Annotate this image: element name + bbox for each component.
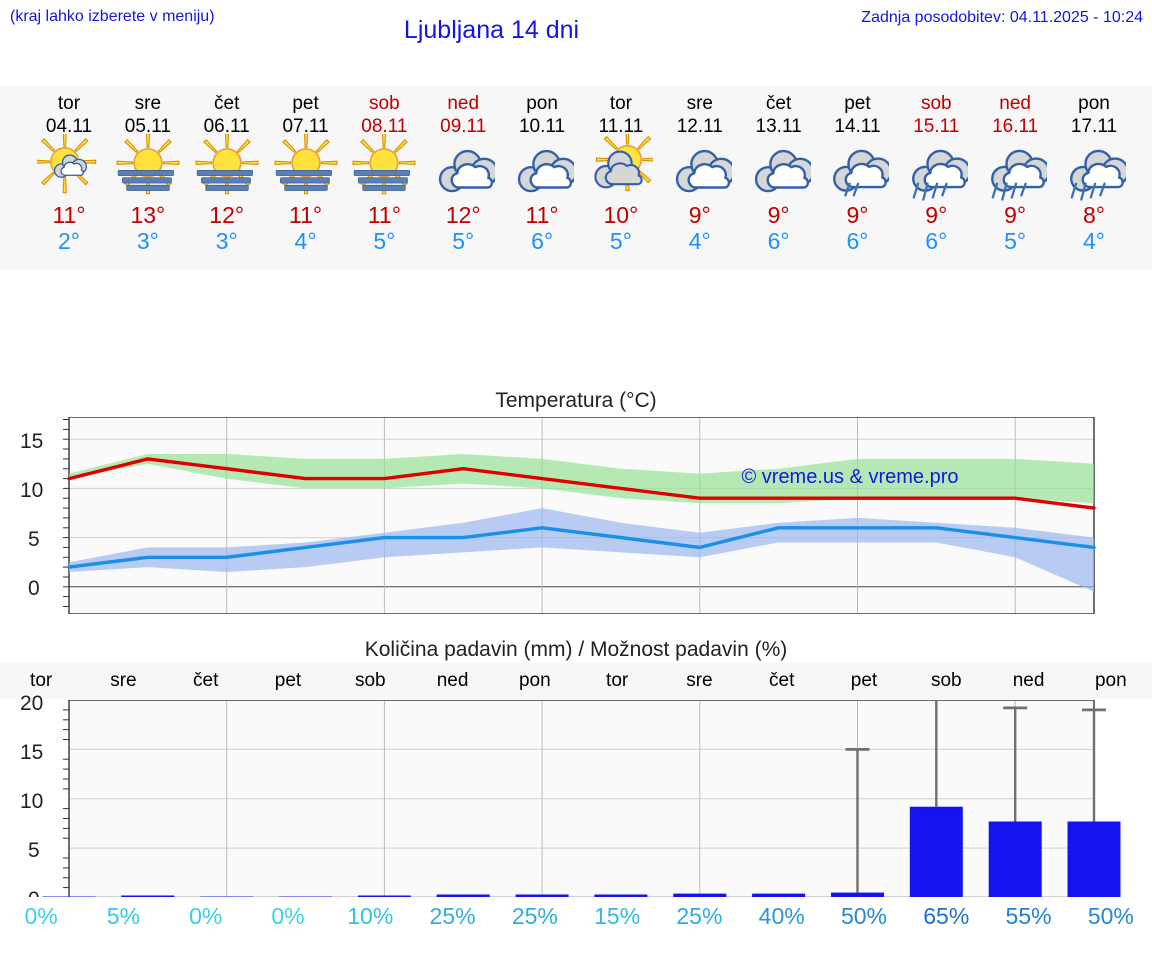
svg-text:© vreme.us & vreme.pro: © vreme.us & vreme.pro [741, 466, 958, 488]
